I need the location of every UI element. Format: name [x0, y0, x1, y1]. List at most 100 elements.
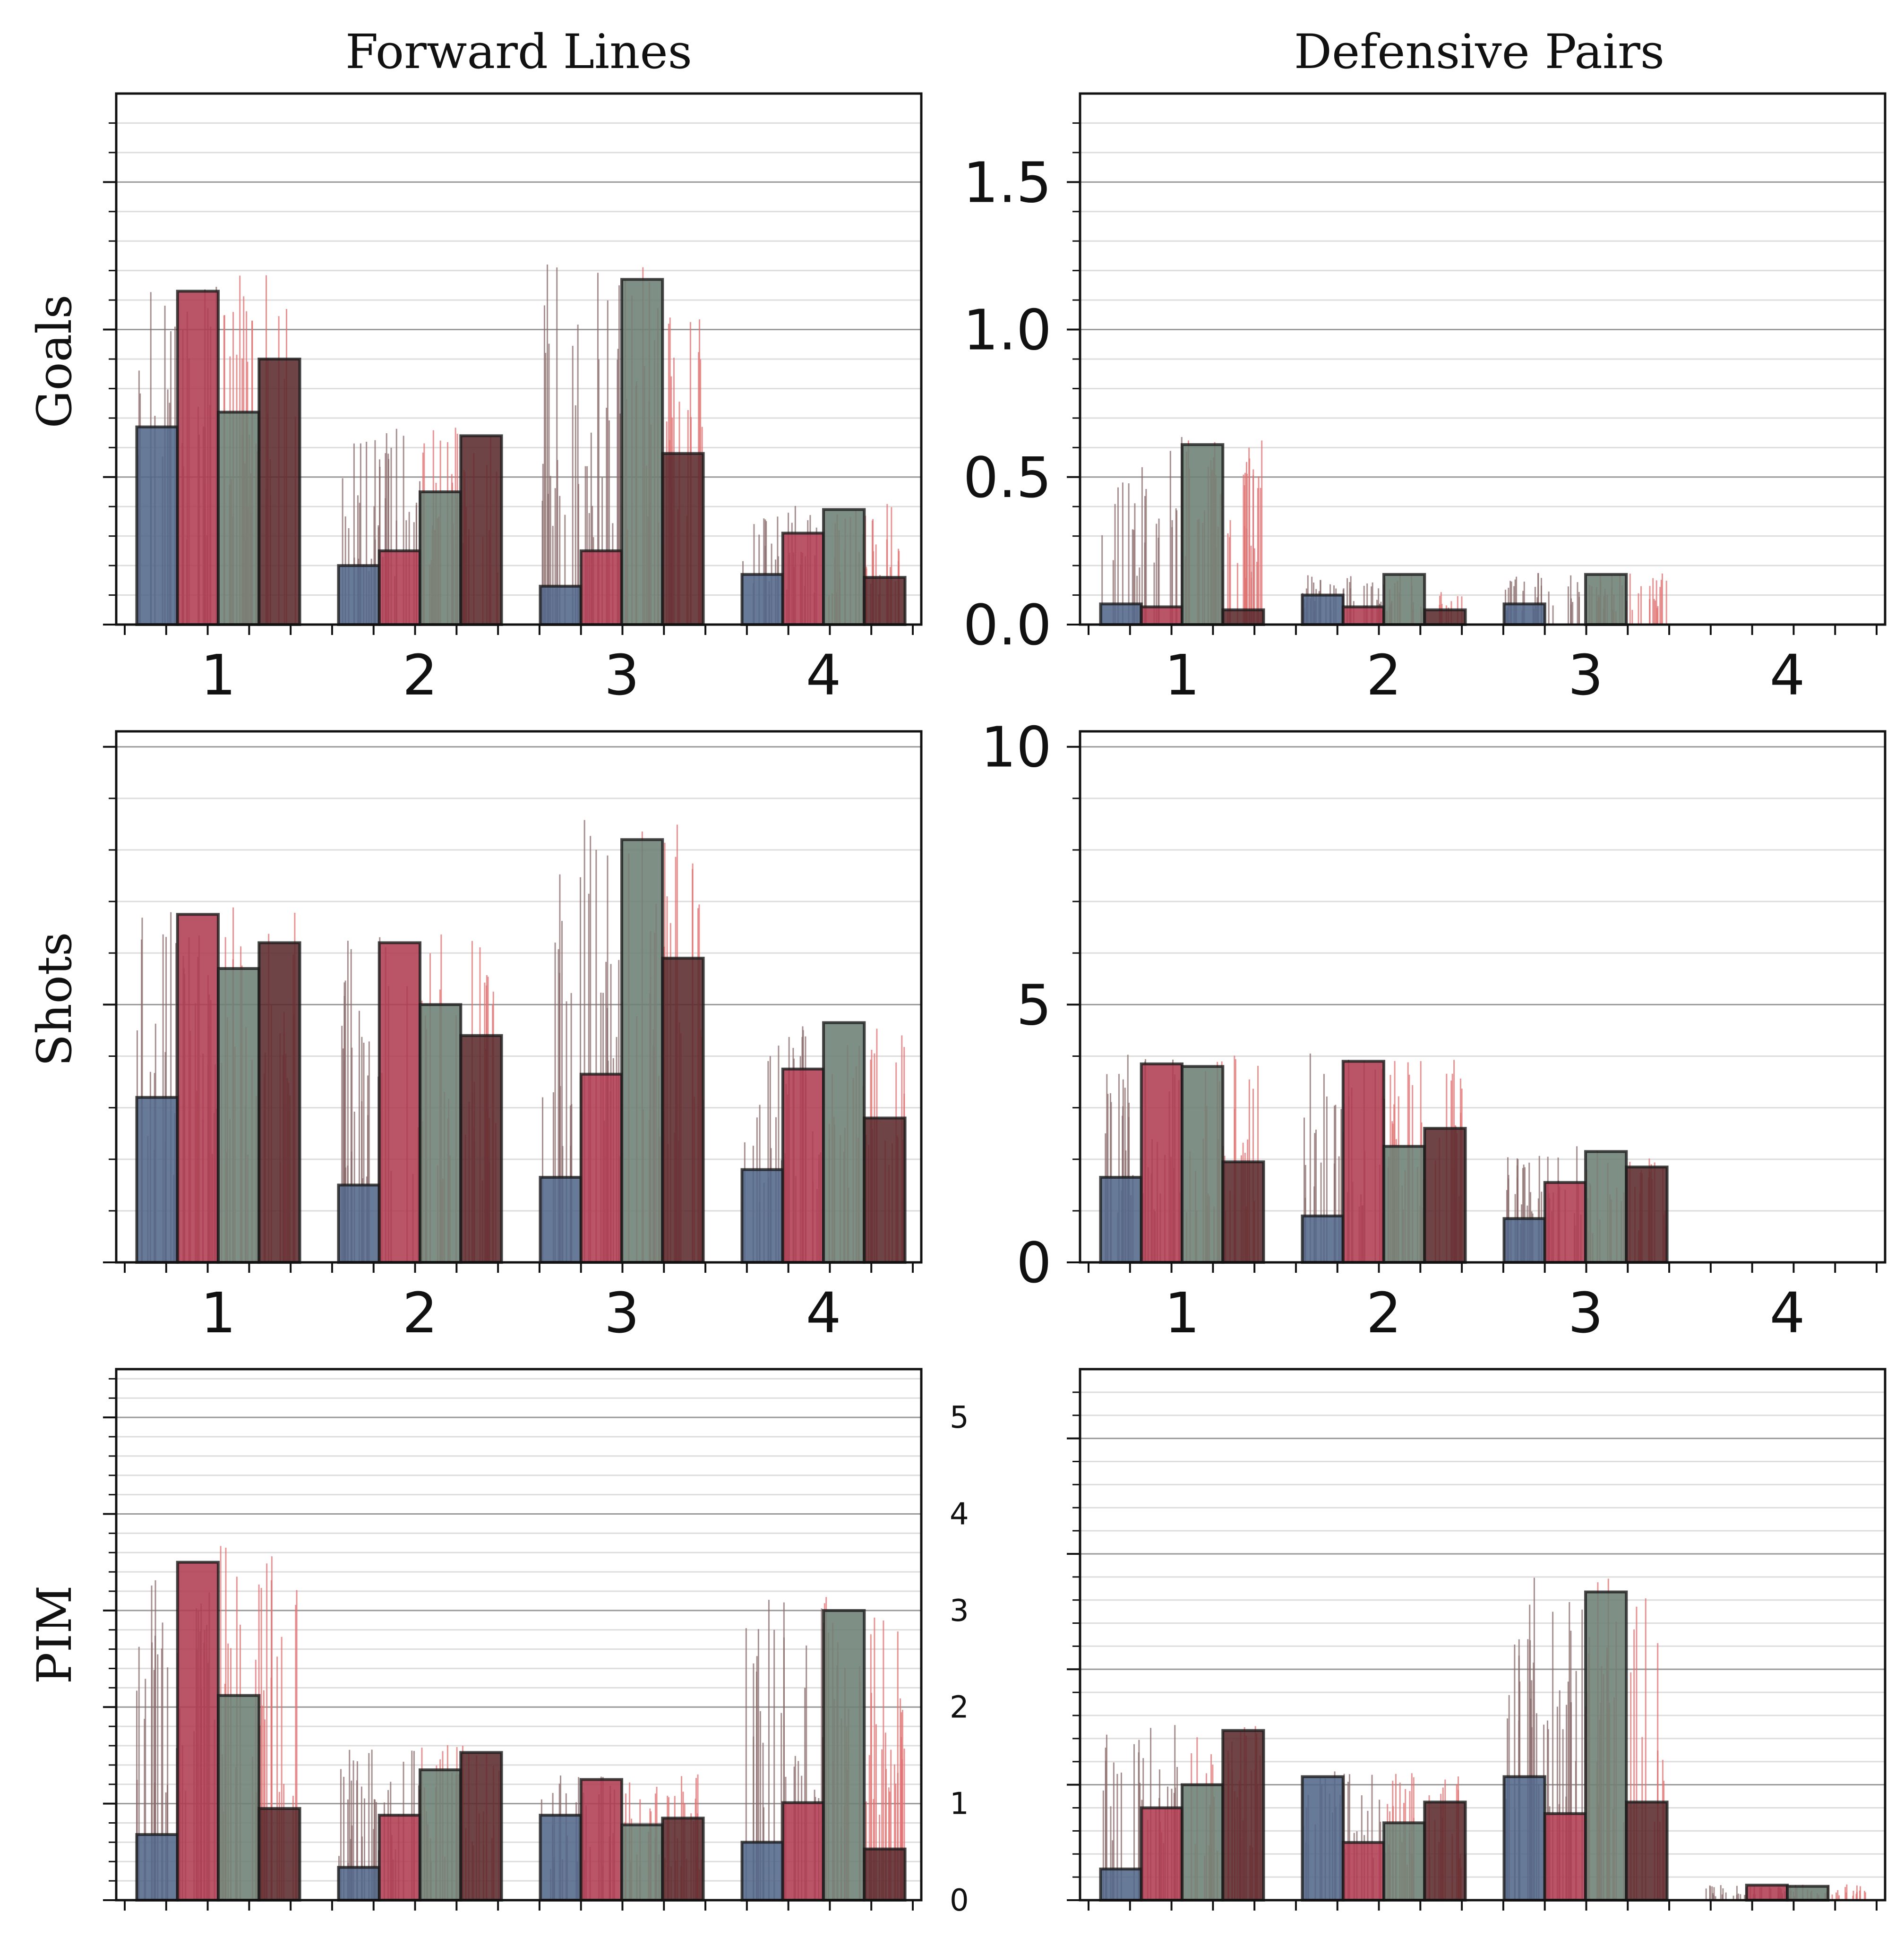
y-tick-label: 1.0: [963, 298, 1052, 363]
bar-series3-cat1: [216, 411, 261, 626]
bar-series1-cat1: [1099, 1868, 1143, 1902]
bar-series3-cat4: [822, 1609, 866, 1902]
bar-series4-cat3: [661, 1817, 705, 1902]
bar-series2-cat2: [377, 549, 422, 626]
bar-series3-cat3: [1584, 573, 1628, 626]
bar-series4-cat3: [661, 957, 705, 1264]
bar-series1-cat4: [740, 573, 784, 626]
bar-series1-cat3: [1502, 602, 1546, 626]
pim-y-tick-label: 3: [950, 1594, 969, 1629]
bar-series4-cat4: [863, 1847, 907, 1902]
x-tick-label: 1: [200, 1280, 236, 1346]
bar-series2-cat2: [1341, 1841, 1386, 1902]
bar-series4-cat4: [863, 1116, 907, 1264]
y-tick-label: 0: [1016, 1230, 1052, 1295]
x-tick-label: 4: [806, 643, 841, 708]
bar-series3-cat1: [216, 967, 261, 1264]
chart-panel-2: 1 2 3 4 0.0 0.5 1.0 1.5: [963, 92, 1887, 708]
chart-panel-6: [1067, 1368, 1887, 1911]
x-tick-label: 2: [1366, 643, 1401, 708]
bar-series4-cat2: [459, 1751, 503, 1902]
bar-series1-cat2: [337, 1183, 381, 1264]
bar-series1-cat2: [1301, 593, 1345, 626]
bar-series3-cat3: [1584, 1150, 1628, 1264]
bar-series3-cat2: [419, 1768, 463, 1902]
bar-series1-cat1: [135, 1096, 179, 1264]
chart-panel-1: 1 2 3 4: [103, 92, 923, 708]
bar-series1-cat2: [337, 1866, 381, 1902]
x-tick-label: 1: [200, 643, 236, 708]
bar-series4-cat2: [1423, 608, 1467, 626]
chart-panel-5: [103, 1368, 923, 1911]
axes-frame: [115, 730, 923, 1264]
bar-series4-cat2: [1423, 1127, 1467, 1264]
bar-series2-cat4: [1745, 1884, 1789, 1902]
y-tick-label: 0.5: [963, 445, 1052, 510]
bar-series4-cat1: [257, 358, 301, 626]
x-tick-label: 4: [1770, 643, 1805, 708]
bar-series1-cat3: [539, 584, 583, 626]
x-tick-label: 1: [1164, 643, 1200, 708]
bar-series2-cat2: [377, 1814, 422, 1902]
axes-frame: [115, 1368, 923, 1902]
row-label-pim: PIM: [27, 1585, 82, 1684]
x-tick-label: 2: [402, 1280, 437, 1346]
bar-series2-cat3: [579, 1072, 624, 1264]
bar-series4-cat3: [1625, 1800, 1669, 1902]
bar-series3-cat1: [1180, 1783, 1225, 1902]
bar-series3-cat1: [1180, 443, 1225, 626]
bar-series4-cat2: [459, 1034, 503, 1264]
bar-series2-cat1: [176, 1560, 220, 1902]
bar-series2-cat3: [579, 549, 624, 626]
bar-series2-cat1: [1140, 1806, 1184, 1902]
bar-series1-cat3: [539, 1814, 583, 1902]
bar-series4-cat2: [1423, 1800, 1467, 1902]
bar-series1-cat3: [539, 1175, 583, 1264]
axes-frame: [1079, 1368, 1887, 1902]
pim-y-tick-label: 5: [950, 1400, 969, 1435]
bar-series3-cat3: [620, 1823, 664, 1902]
bar-series1-cat2: [1301, 1775, 1345, 1902]
bar-series4-cat1: [1221, 608, 1265, 626]
row-label-goals: Goals: [27, 294, 82, 428]
x-tick-label: 3: [1568, 1280, 1603, 1346]
x-tick-label: 1: [1164, 1280, 1200, 1346]
x-tick-label: 3: [1568, 643, 1603, 708]
bar-series4-cat1: [1221, 1160, 1265, 1264]
bar-series2-cat1: [176, 290, 220, 626]
pim-y-tick-label: 1: [950, 1787, 969, 1822]
bar-series2-cat4: [781, 1801, 825, 1902]
bar-series1-cat1: [135, 1833, 179, 1902]
column-title-forward: Forward Lines: [345, 24, 692, 79]
bar-series3-cat1: [216, 1694, 261, 1902]
bar-series3-cat2: [1382, 1145, 1426, 1264]
bar-series1-cat2: [337, 564, 381, 626]
bar-series2-cat2: [1341, 1060, 1386, 1264]
bar-series2-cat2: [1341, 605, 1386, 626]
bar-series2-cat3: [579, 1778, 624, 1902]
chart-panel-4: 1 2 3 4 0 5 10: [981, 715, 1887, 1346]
bar-series2-cat1: [1140, 605, 1184, 626]
bar-series4-cat1: [257, 941, 301, 1264]
bar-series3-cat4: [1786, 1885, 1830, 1902]
y-tick-label: 0.0: [963, 592, 1052, 658]
x-tick-label: 3: [604, 643, 639, 708]
bar-series2-cat2: [377, 941, 422, 1264]
bar-series4-cat1: [257, 1807, 301, 1902]
bar-series2-cat3: [1543, 1812, 1587, 1902]
bar-series3-cat2: [419, 490, 463, 626]
bar-series1-cat3: [1502, 1217, 1546, 1264]
bar-series3-cat4: [822, 508, 866, 626]
x-tick-label: 3: [604, 1280, 639, 1346]
bar-series1-cat4: [740, 1841, 784, 1902]
bar-series2-cat3: [1543, 1181, 1587, 1264]
row-label-shots: Shots: [27, 932, 82, 1067]
pim-y-tick-label: 0: [950, 1883, 969, 1918]
bar-series3-cat1: [1180, 1065, 1225, 1264]
bar-series1-cat1: [1099, 602, 1143, 626]
y-tick-label: 1.5: [963, 150, 1052, 215]
bar-series4-cat3: [1625, 1166, 1669, 1264]
x-tick-label: 4: [1770, 1280, 1805, 1346]
pim-y-tick-label: 2: [950, 1690, 969, 1725]
